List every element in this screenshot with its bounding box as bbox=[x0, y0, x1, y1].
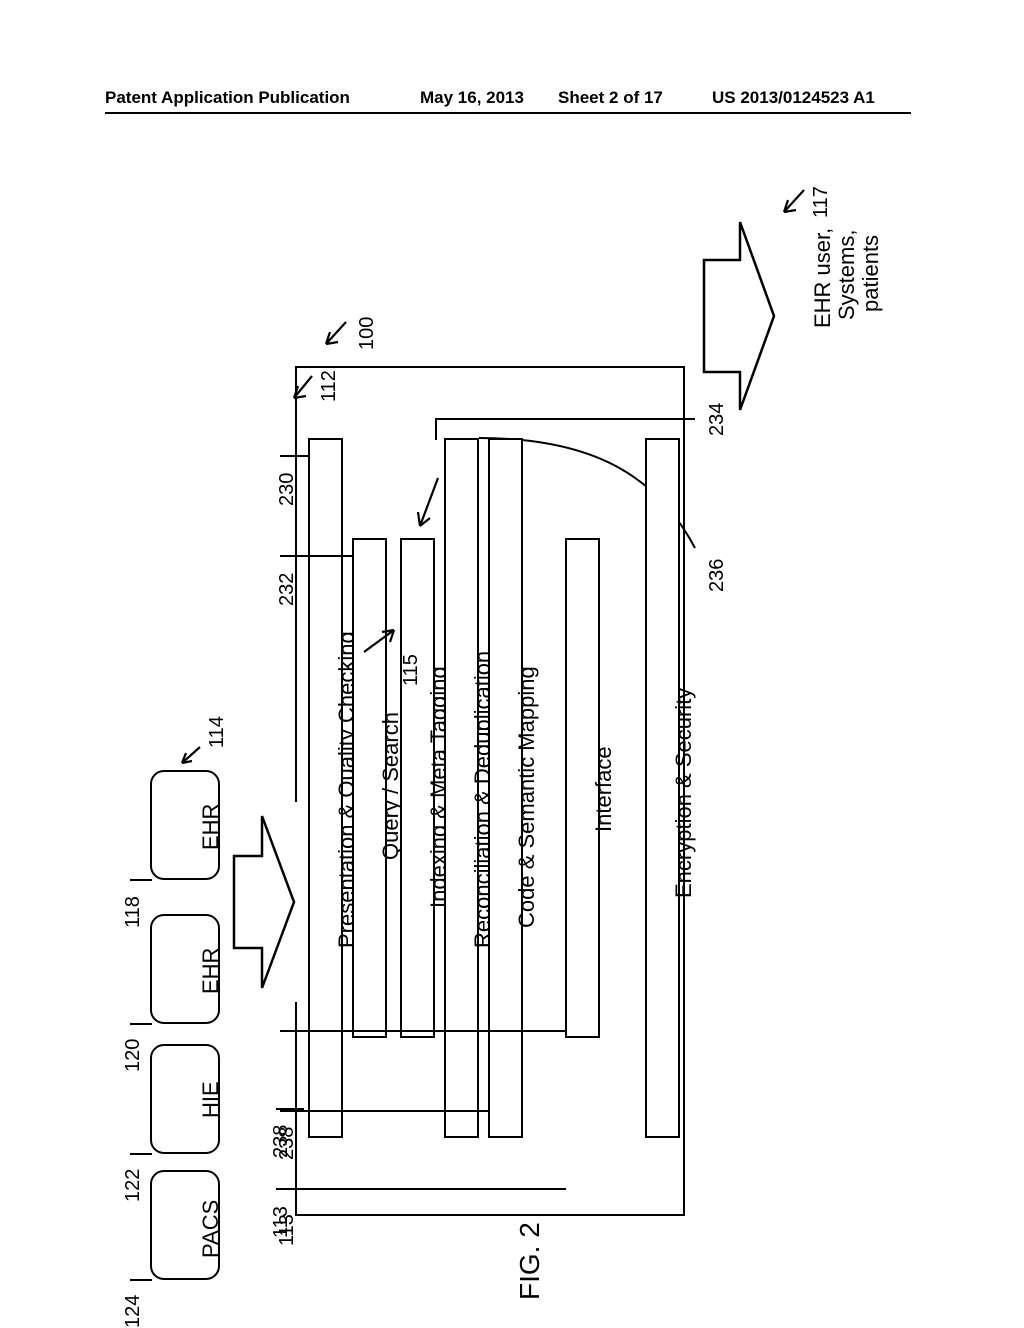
ref-230: 230 bbox=[276, 473, 299, 506]
arrowhead-115 bbox=[360, 624, 400, 656]
figure-label: FIG. 2 bbox=[514, 1222, 546, 1300]
lead-120 bbox=[130, 1023, 152, 1025]
ref-100: 100 bbox=[356, 317, 379, 350]
ref-124: 124 bbox=[122, 1295, 145, 1328]
layer-label-interface: Interface bbox=[591, 746, 617, 832]
source-label-hie: HIE bbox=[198, 1081, 224, 1118]
arrowhead-117 bbox=[780, 188, 808, 218]
page: Patent Application Publication May 16, 2… bbox=[0, 0, 1024, 1320]
header-date: May 16, 2013 bbox=[420, 88, 524, 108]
ref-114: 114 bbox=[206, 716, 229, 748]
header-publication: Patent Application Publication bbox=[105, 88, 350, 108]
input-arrow-clean bbox=[226, 802, 298, 1002]
lead-118 bbox=[130, 879, 152, 881]
lead-234 bbox=[435, 420, 437, 440]
output-line3: patients bbox=[858, 235, 884, 312]
lead-113b bbox=[565, 1030, 567, 1038]
output-block-arrow bbox=[690, 216, 780, 416]
ref-238-fix: 238 bbox=[270, 1125, 293, 1158]
lead-232 bbox=[280, 555, 352, 557]
ref-113-fix: 113 bbox=[270, 1206, 293, 1238]
ref-115: 115 bbox=[400, 654, 423, 686]
ref-236: 236 bbox=[706, 559, 729, 592]
arrowhead-112 bbox=[290, 374, 316, 404]
lead-238 bbox=[280, 1110, 490, 1112]
arrowhead-114 bbox=[176, 745, 202, 769]
ref-118: 118 bbox=[122, 896, 145, 928]
source-label-ehr2: EHR bbox=[198, 948, 224, 994]
lead-230 bbox=[280, 455, 308, 457]
source-label-ehr1: EHR bbox=[198, 804, 224, 850]
arrowhead-116 bbox=[414, 476, 444, 532]
header-rule bbox=[105, 112, 911, 114]
ref-122: 122 bbox=[122, 1169, 145, 1202]
source-label-pacs: PACS bbox=[198, 1200, 224, 1258]
ref-112: 112 bbox=[318, 370, 341, 402]
arrowhead-100 bbox=[320, 318, 350, 352]
layer-label-encryption: Encryption & Security bbox=[671, 688, 697, 898]
lead-124 bbox=[130, 1279, 152, 1281]
header-docno: US 2013/0124523 A1 bbox=[712, 88, 875, 108]
ref-117: 117 bbox=[810, 186, 833, 218]
output-line2: Systems, bbox=[834, 230, 860, 320]
header-sheet: Sheet 2 of 17 bbox=[558, 88, 663, 108]
ref-113-region: 113 bbox=[250, 1170, 310, 1290]
output-line1: EHR user, bbox=[810, 228, 836, 328]
diagram: EHR 118 EHR 120 HIE 122 PACS 124 114 bbox=[100, 170, 920, 1250]
ref-120: 120 bbox=[122, 1039, 145, 1072]
lead-122 bbox=[130, 1153, 152, 1155]
lead-113 bbox=[280, 1030, 566, 1032]
layer-label-code-mapping: Code & Semantic Mapping bbox=[514, 666, 540, 928]
ref-232: 232 bbox=[276, 573, 299, 606]
